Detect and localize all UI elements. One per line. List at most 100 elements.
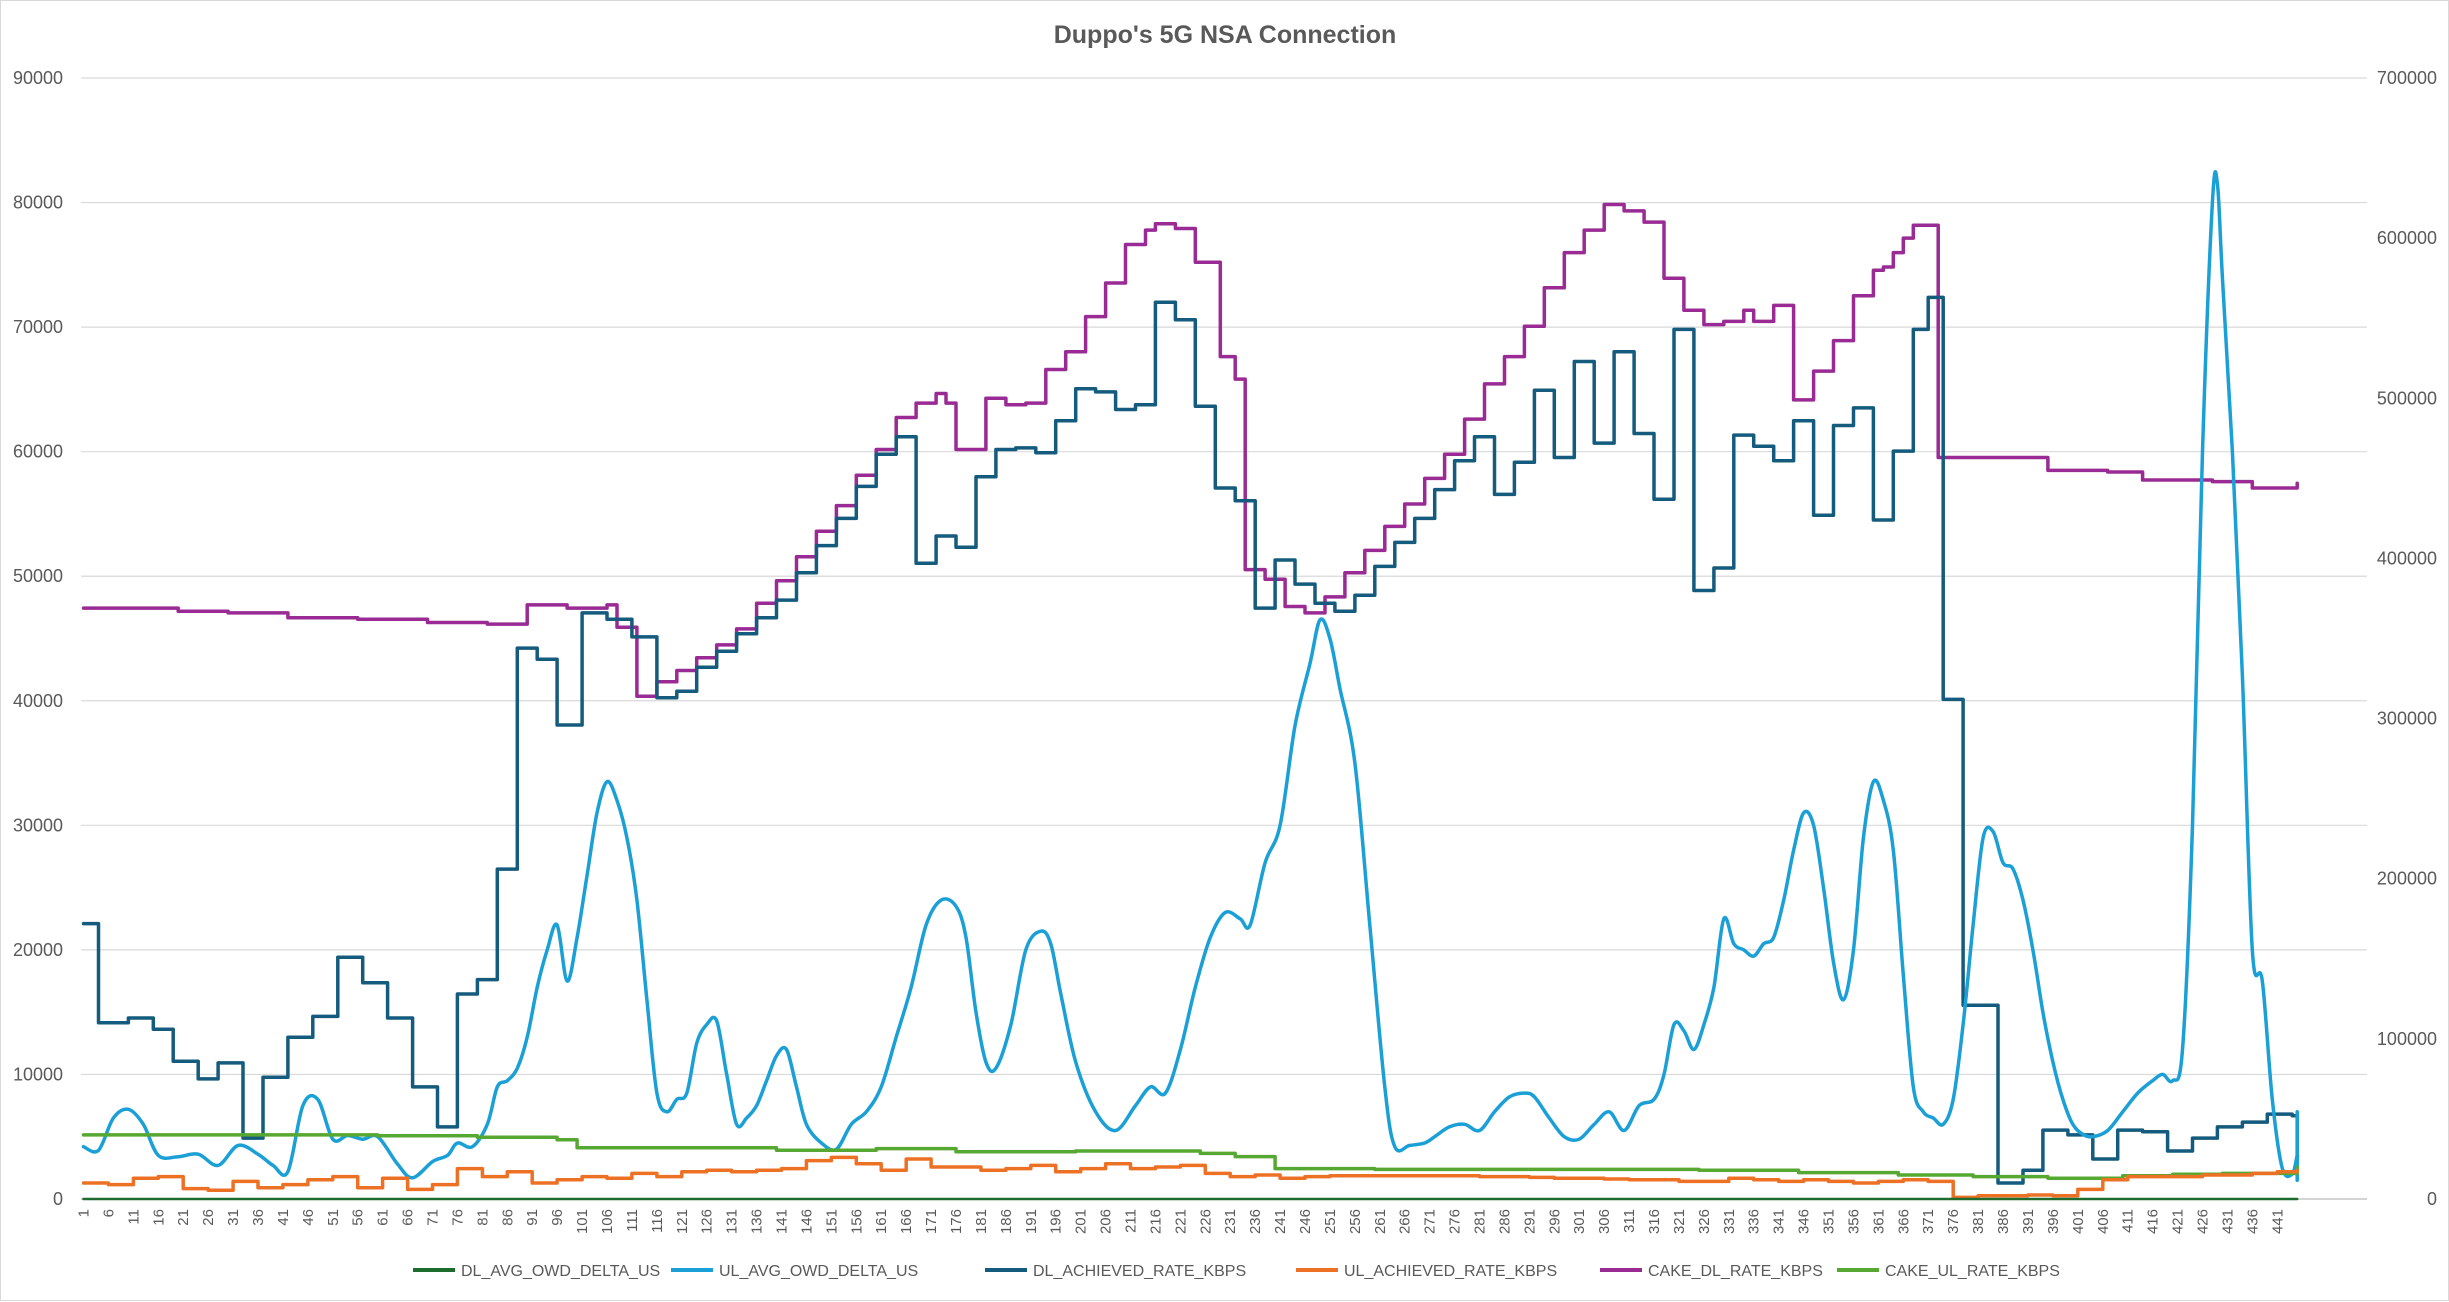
legend: DL_AVG_OWD_DELTA_US UL_AVG_OWD_DELTA_US DL… [413,1263,2060,1280]
right-tick-label: 700000 [2377,68,2437,88]
x-tick-label: 206 [1098,1209,1115,1234]
x-tick-label: 186 [998,1209,1015,1234]
x-tick-label: 356 [1845,1209,1862,1234]
x-tick-label: 6 [100,1209,117,1217]
x-tick-label: 271 [1422,1209,1439,1234]
x-tick-label: 251 [1322,1209,1339,1234]
series-line-ul-avg-owd-delta-us [81,170,2300,1183]
series-line-cake-dl-rate-kbps [81,202,2299,698]
x-tick-label: 346 [1796,1209,1813,1234]
left-tick-label: 20000 [13,940,63,960]
x-tick-label: 26 [200,1209,217,1226]
legend-label: CAKE_DL_RATE_KBPS [1648,1263,1823,1280]
legend-item: DL_AVG_OWD_DELTA_US [413,1263,660,1280]
x-tick-label: 256 [1347,1209,1364,1234]
x-tick-label: 76 [449,1209,466,1226]
x-tick-label: 441 [2269,1209,2286,1234]
left-tick-label: 40000 [13,691,63,711]
left-tick-label: 70000 [13,317,63,337]
x-tick-label: 56 [350,1209,367,1226]
x-tick-label: 141 [774,1209,791,1234]
x-tick-label: 126 [699,1209,716,1234]
series-line-cake-ul-rate-kbps [81,1133,2299,1180]
x-tick-label: 96 [549,1209,566,1226]
x-tick-label: 331 [1721,1209,1738,1234]
x-tick-label: 421 [2170,1209,2187,1234]
x-tick-label: 71 [425,1209,442,1226]
x-tick-label: 106 [599,1209,616,1234]
x-tick-label: 196 [1048,1209,1065,1234]
x-tick-label: 296 [1546,1209,1563,1234]
x-tick-label: 311 [1621,1209,1638,1233]
x-tick-label: 436 [2244,1209,2261,1234]
x-tick-label: 66 [400,1209,417,1226]
x-tick-label: 16 [150,1209,167,1226]
x-tick-label: 171 [923,1209,940,1234]
x-tick-label: 426 [2194,1209,2211,1234]
legend-label: DL_AVG_OWD_DELTA_US [461,1263,660,1280]
x-tick-label: 301 [1571,1209,1588,1234]
legend-label: CAKE_UL_RATE_KBPS [1885,1263,2060,1280]
x-tick-label: 31 [225,1209,242,1226]
x-tick-label: 401 [2070,1209,2087,1234]
x-tick-label: 61 [375,1209,392,1226]
right-tick-label: 200000 [2377,869,2437,889]
x-tick-label: 306 [1596,1209,1613,1234]
x-tick-label: 221 [1172,1209,1189,1234]
x-tick-label: 236 [1247,1209,1264,1234]
x-tick-label: 191 [1023,1209,1040,1234]
x-tick-label: 121 [674,1209,691,1234]
x-tick-label: 361 [1870,1209,1887,1234]
x-tick-label: 201 [1073,1209,1090,1234]
x-tick-label: 1 [75,1209,92,1217]
x-tick-label: 146 [798,1209,815,1234]
x-tick-label: 276 [1447,1209,1464,1234]
x-tick-label: 226 [1197,1209,1214,1234]
legend-label: DL_ACHIEVED_RATE_KBPS [1033,1263,1246,1280]
x-tick-label: 176 [948,1209,965,1234]
x-tick-label: 321 [1671,1209,1688,1234]
x-tick-label: 246 [1297,1209,1314,1234]
left-tick-label: 10000 [13,1064,63,1084]
legend-item: UL_AVG_OWD_DELTA_US [671,1263,918,1280]
x-tick-label: 411 [2120,1209,2137,1233]
x-tick-label: 21 [175,1209,192,1226]
x-tick-label: 406 [2095,1209,2112,1234]
legend-item: UL_ACHIEVED_RATE_KBPS [1296,1263,1557,1280]
right-tick-label: 0 [2427,1189,2437,1209]
x-tick-label: 376 [1945,1209,1962,1234]
left-tick-label: 60000 [13,442,63,462]
x-tick-label: 266 [1397,1209,1414,1234]
gridlines [81,77,2367,1200]
x-tick-label: 351 [1821,1209,1838,1234]
series-line-dl-achieved-rate-kbps [81,295,2299,1185]
x-tick-label: 336 [1746,1209,1763,1234]
left-tick-label: 30000 [13,815,63,835]
right-axis-ticks: 0 100000 200000 300000 400000 500000 600000 700… [2377,68,2437,1209]
x-tick-label: 111 [624,1209,641,1232]
x-axis: 1 6 11 16 21 26 31 36 41 46 51 56 61 66 71 76 81 86 91 96 10… [75,1198,2367,1234]
x-tick-label: 281 [1472,1209,1489,1234]
x-tick-label: 391 [2020,1209,2037,1234]
left-tick-label: 50000 [13,566,63,586]
x-tick-label: 341 [1771,1209,1788,1234]
legend-item: CAKE_UL_RATE_KBPS [1837,1263,2060,1280]
x-tick-label: 166 [898,1209,915,1234]
series-line-ul-achieved-rate-kbps [81,1155,2299,1200]
x-tick-label: 371 [1920,1209,1937,1234]
x-tick-label: 216 [1147,1209,1164,1234]
left-tick-label: 90000 [13,68,63,88]
x-tick-label: 41 [275,1209,292,1226]
x-tick-label: 241 [1272,1209,1289,1234]
x-tick-label: 181 [973,1209,990,1234]
x-tick-label: 386 [1995,1209,2012,1234]
x-tick-label: 326 [1696,1209,1713,1234]
x-tick-label: 136 [749,1209,766,1234]
right-tick-label: 100000 [2377,1029,2437,1049]
x-tick-label: 366 [1895,1209,1912,1234]
x-tick-label: 11 [125,1209,142,1225]
left-tick-label: 0 [53,1189,63,1209]
x-tick-label: 396 [2045,1209,2062,1234]
